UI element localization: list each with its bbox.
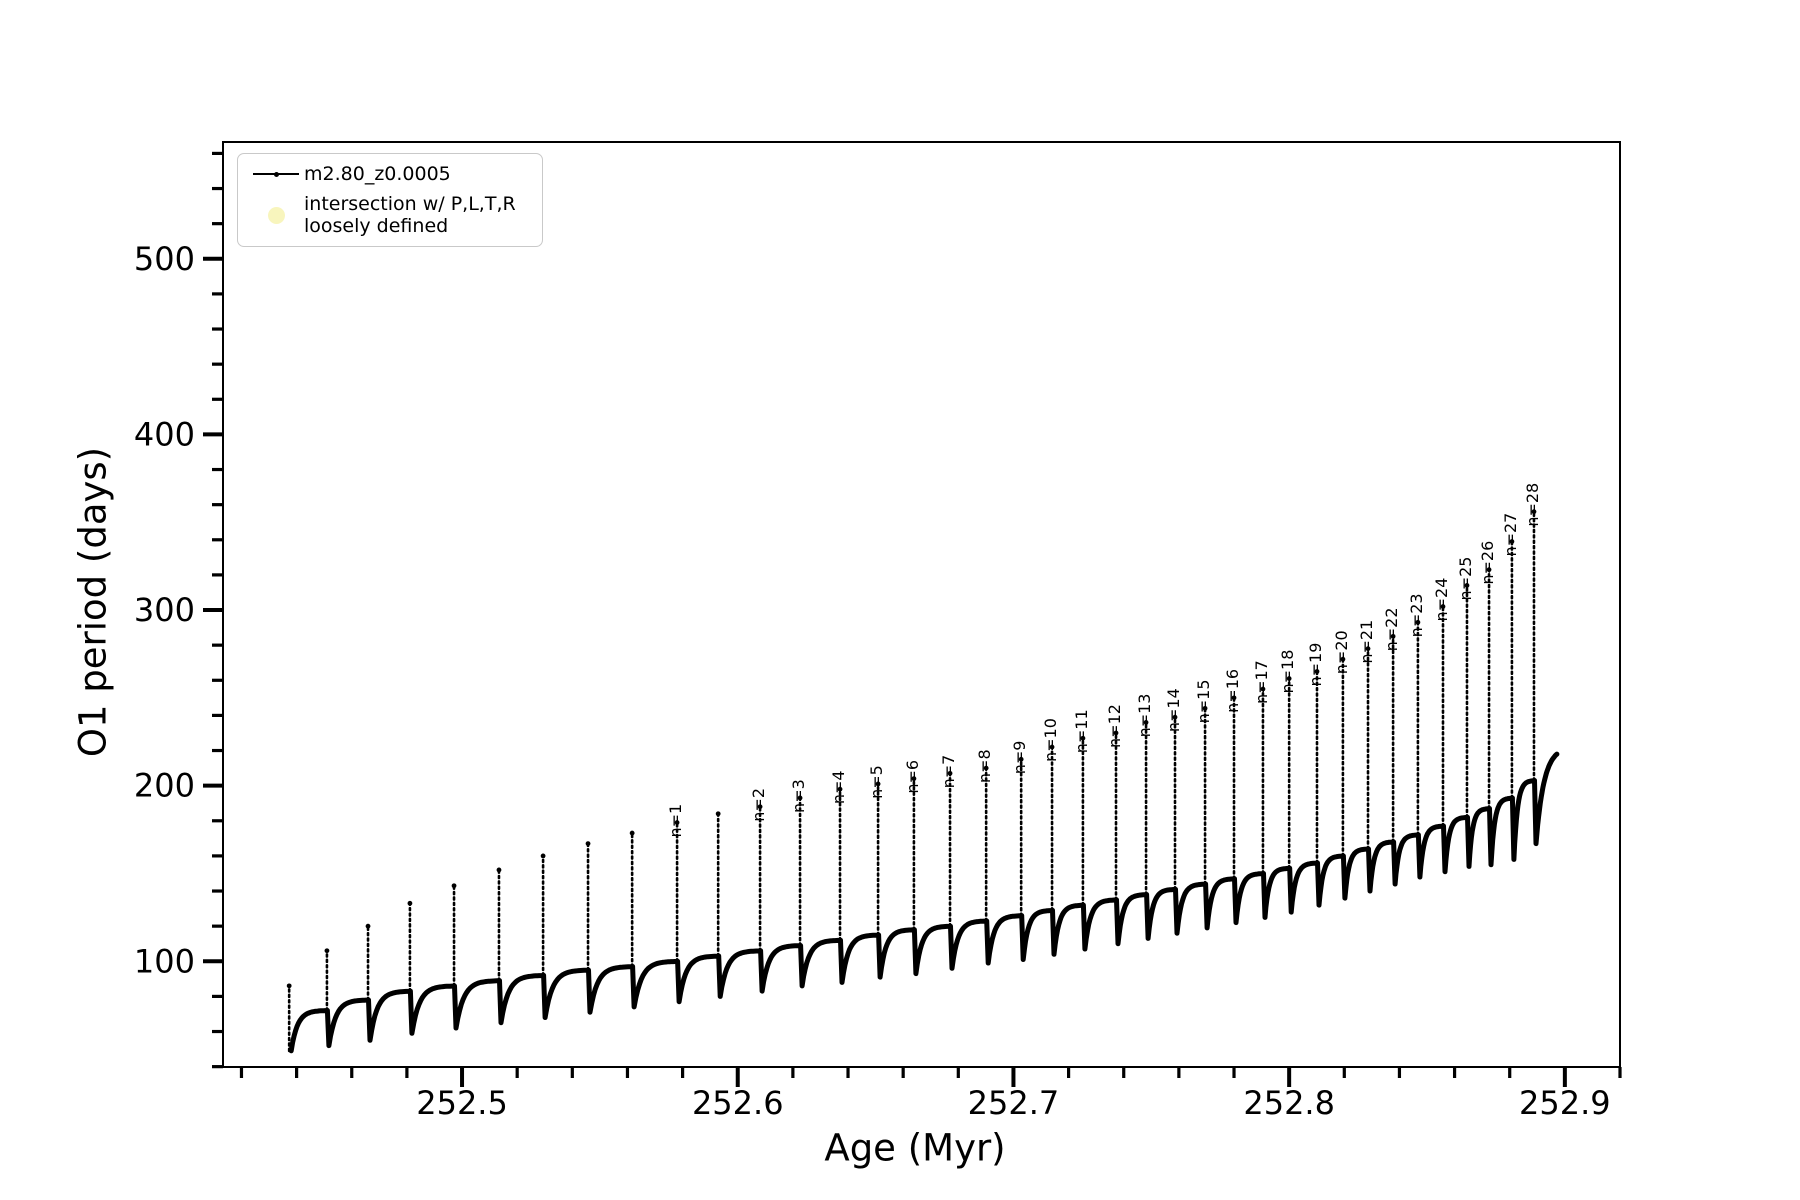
spike-n-label: n=25 <box>1456 557 1475 601</box>
y-tick-label: 100 <box>134 942 195 980</box>
spike-n-label: n=28 <box>1523 483 1542 527</box>
spike-n-label: n=6 <box>903 760 922 794</box>
spike-peak-marker <box>715 811 721 817</box>
spike-peak-marker <box>983 765 989 771</box>
spike-peak-marker <box>407 900 413 906</box>
spike-n-label: n=18 <box>1278 650 1297 694</box>
spike-n-label: n=12 <box>1105 704 1124 748</box>
y-tick-label: 500 <box>134 240 195 278</box>
y-tick-label: 200 <box>134 767 195 805</box>
axes-frame <box>222 141 1621 1068</box>
spike-n-label: n=5 <box>867 765 886 799</box>
spike-peak-marker <box>496 867 502 873</box>
spike-peak-marker <box>1080 735 1086 741</box>
spike-peak-marker <box>674 820 680 825</box>
spike-peak-marker <box>1464 583 1470 588</box>
legend-series-label: m2.80_z0.0005 <box>304 163 451 185</box>
spike-peak-marker <box>1365 646 1371 652</box>
spike-n-label: n=2 <box>749 788 768 822</box>
y-axis-label: O1 period (days) <box>71 446 115 758</box>
spike-peak-marker <box>451 883 457 889</box>
spike-n-label: n=20 <box>1332 630 1351 674</box>
y-tick-label: 400 <box>134 415 195 453</box>
spike-peak-marker <box>837 786 843 792</box>
spike-peak-marker <box>1509 539 1515 544</box>
spike-n-label: n=26 <box>1478 541 1497 585</box>
spike-peak-marker <box>1172 714 1178 720</box>
spike-peak-marker <box>1340 656 1346 662</box>
spike-n-label: n=24 <box>1432 578 1451 622</box>
spike-peak-marker <box>797 795 803 801</box>
spike-peak-marker <box>1143 720 1149 725</box>
spike-peak-marker <box>1440 604 1446 609</box>
spike-peak-marker <box>540 853 546 859</box>
x-tick-label: 252.5 <box>416 1084 508 1122</box>
spike-peak-marker <box>1531 509 1537 515</box>
spike-peak-marker <box>324 948 330 954</box>
x-tick-label: 252.9 <box>1519 1084 1611 1122</box>
line-with-dot-icon <box>248 171 304 177</box>
spike-peak-marker <box>629 830 635 836</box>
spike-peak-marker <box>286 983 292 989</box>
spike-peak-marker <box>875 781 881 787</box>
spike-peak-marker <box>1390 633 1396 639</box>
x-tick-label: 252.6 <box>692 1084 784 1122</box>
spike-n-label: n=4 <box>829 770 848 804</box>
spike-n-label: n=16 <box>1223 669 1242 713</box>
spike-n-label: n=8 <box>975 749 994 783</box>
spike-peak-marker <box>1231 695 1237 701</box>
spike-n-label: n=22 <box>1382 607 1401 651</box>
spike-n-label: n=15 <box>1194 679 1213 723</box>
spike-n-label: n=27 <box>1501 513 1520 557</box>
spike-peak-marker <box>1314 669 1320 674</box>
legend: m2.80_z0.0005 intersection w/ P,L,T,R lo… <box>237 153 543 247</box>
spike-peak-marker <box>911 776 917 782</box>
spike-peak-marker <box>1018 756 1024 762</box>
x-axis-label: Age (Myr) <box>824 1126 1006 1170</box>
circle-marker-icon <box>248 206 304 224</box>
spike-n-label: n=11 <box>1072 709 1091 753</box>
spike-peak-marker <box>1049 744 1055 750</box>
spike-n-label: n=14 <box>1164 688 1183 732</box>
spike-n-label: n=9 <box>1010 741 1029 775</box>
spike-peak-marker <box>1260 686 1266 692</box>
spike-n-label: n=13 <box>1135 694 1154 738</box>
spike-n-label: n=3 <box>789 779 808 813</box>
spike-peak-marker <box>1415 619 1421 625</box>
spike-peak-marker <box>1286 676 1292 681</box>
spike-n-label: n=21 <box>1357 620 1376 664</box>
legend-entry-series: m2.80_z0.0005 <box>248 163 530 185</box>
spike-peak-marker <box>365 923 371 929</box>
spike-peak-marker <box>947 770 953 776</box>
legend-intersection-line1: intersection w/ P,L,T,R <box>304 193 516 215</box>
y-tick-label: 300 <box>134 591 195 629</box>
spike-peak-marker <box>1113 730 1119 736</box>
x-tick-label: 252.8 <box>1243 1084 1335 1122</box>
spike-peak-marker <box>1486 567 1492 573</box>
legend-intersection-line2: loosely defined <box>304 215 449 237</box>
spike-n-label: n=1 <box>666 804 685 838</box>
spike-n-label: n=7 <box>939 755 958 789</box>
legend-entry-intersection: intersection w/ P,L,T,R loosely defined <box>248 193 530 237</box>
spike-n-label: n=23 <box>1407 593 1426 637</box>
legend-intersection-label: intersection w/ P,L,T,R loosely defined <box>304 193 516 237</box>
spike-n-label: n=19 <box>1306 643 1325 687</box>
spike-n-label: n=10 <box>1041 718 1060 762</box>
spike-peak-marker <box>757 804 763 810</box>
x-tick-label: 252.7 <box>968 1084 1060 1122</box>
spike-peak-marker <box>585 841 591 847</box>
spike-peak-marker <box>1202 705 1208 711</box>
spike-n-label: n=17 <box>1252 660 1271 704</box>
